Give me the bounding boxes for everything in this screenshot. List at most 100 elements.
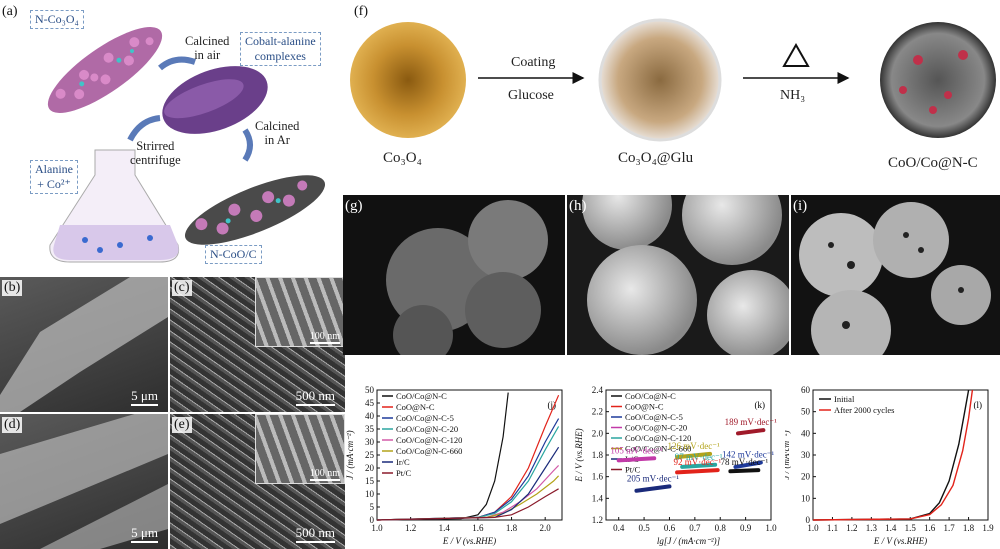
series-line bbox=[376, 488, 559, 521]
alanine-label: Alanine + Co²⁺ bbox=[30, 160, 78, 194]
stirred-text: Strirred centrifuge bbox=[130, 139, 181, 167]
y-tick-label: 45 bbox=[365, 398, 375, 408]
tafel-slope-label: 105 mV·dec⁻¹ bbox=[610, 445, 662, 455]
y-tick-label: 0 bbox=[806, 515, 811, 525]
y-tick-label: 20 bbox=[801, 472, 811, 482]
inset-scale-bar-c: 100 nm bbox=[309, 331, 340, 344]
x-tick-label: 1.0 bbox=[765, 523, 777, 533]
x-tick-label: 0.7 bbox=[689, 523, 701, 533]
y-tick-label: 0 bbox=[370, 515, 375, 525]
chart-l: 1.0 1.1 1.2 1.3 1.4 1.5 1.6 1.7 1.8 1.9 0 10 20 30 40 5… bbox=[785, 385, 994, 546]
x-tick-label: 1.4 bbox=[885, 523, 897, 533]
y-tick-label: 1.6 bbox=[592, 472, 604, 482]
nh3-text: NH₃ bbox=[780, 88, 806, 103]
panel-i-label: (i) bbox=[793, 198, 808, 214]
legend-entry: CoO/Co@N-C-20 bbox=[396, 424, 458, 434]
x-tick-label: 0.9 bbox=[740, 523, 752, 533]
legend-entry: CoO/Co@N-C-660 bbox=[625, 444, 691, 454]
legend-entry: CoO/Co@N-C bbox=[396, 391, 447, 401]
tafel-slope-label: 97 mV·dec⁻¹ bbox=[675, 452, 723, 462]
y-tick-label: 30 bbox=[801, 450, 811, 460]
scale-bar-e: 500 nm bbox=[295, 525, 335, 543]
legend-entry: CoO/Co@N-C-660 bbox=[396, 446, 462, 456]
x-axis-label: E / V (vs.RHE) bbox=[442, 536, 496, 546]
y-tick-label: 40 bbox=[801, 428, 811, 438]
y-tick-label: 10 bbox=[801, 493, 811, 503]
y-tick-label: 1.4 bbox=[592, 493, 604, 503]
y-tick-label: 2.0 bbox=[592, 428, 604, 438]
tafel-line bbox=[675, 451, 713, 460]
co3o4-text: Co₃O₄ bbox=[383, 150, 422, 166]
complexes-label: Cobalt-alanine complexes bbox=[240, 32, 321, 66]
panel-g: (g) bbox=[343, 195, 565, 355]
x-tick-label: 1.0 bbox=[807, 523, 819, 533]
tafel-slope-label: 142 mV·dec⁻¹ bbox=[722, 450, 774, 460]
panel-annotation: (l) bbox=[974, 400, 983, 410]
legend-entry: CoO/Co@N-C-120 bbox=[625, 433, 691, 443]
tafel-slope-label: 189 mV·dec⁻¹ bbox=[725, 417, 777, 427]
calcined-air-text: Calcined in air bbox=[185, 34, 230, 62]
legend-entry: CoO/Co@N-C-5 bbox=[396, 413, 454, 423]
x-tick-label: 1.4 bbox=[439, 523, 451, 533]
y-axis-label: E / V (vs.RHE) bbox=[574, 428, 584, 482]
n-co3o4-label: N-Co₃O₄ bbox=[30, 10, 84, 29]
x-tick-label: 0.5 bbox=[638, 523, 650, 533]
x-tick-label: 1.5 bbox=[905, 523, 917, 533]
x-tick-label: 1.0 bbox=[371, 523, 383, 533]
y-tick-label: 25 bbox=[365, 450, 375, 460]
coo-co-nc-text: CoO/Co@N-C bbox=[888, 155, 978, 171]
panel-h-label: (h) bbox=[569, 198, 587, 214]
co3o4-glu-text: Co₃O₄@Glu bbox=[618, 150, 694, 166]
y-tick-label: 40 bbox=[365, 411, 375, 421]
x-tick-label: 1.1 bbox=[827, 523, 838, 533]
panel-f-illustration bbox=[350, 18, 996, 142]
y-axis-label: J / (mA·cm⁻²) bbox=[345, 430, 355, 479]
tafel-line bbox=[634, 484, 672, 493]
chart-j: 1.0 1.2 1.4 1.6 1.8 2.0 0 5 10 15 20 25 30 35 40 45 50 E … bbox=[345, 385, 563, 546]
sem-inset-e: 100 nm bbox=[255, 414, 345, 484]
x-tick-label: 1.3 bbox=[866, 523, 878, 533]
legend-entry: Initial bbox=[834, 394, 855, 404]
legend-entry: Ir/C bbox=[396, 457, 410, 467]
x-tick-label: 1.8 bbox=[506, 523, 518, 533]
x-tick-label: 1.2 bbox=[405, 523, 416, 533]
sem-inset-c: 100 nm bbox=[255, 277, 345, 347]
scale-bar-d: 5 μm bbox=[131, 525, 158, 543]
tafel-line bbox=[736, 428, 766, 436]
sem-image-i bbox=[799, 202, 991, 355]
panel-h: (h) bbox=[567, 195, 789, 355]
panel-a-illustration bbox=[47, 27, 326, 263]
x-tick-label: 0.8 bbox=[715, 523, 727, 533]
y-tick-label: 1.2 bbox=[592, 515, 603, 525]
panel-e-label: (e) bbox=[172, 417, 192, 433]
panel-b-label: (b) bbox=[2, 280, 23, 296]
coating-text: Coating bbox=[511, 55, 556, 70]
tafel-line bbox=[728, 468, 761, 474]
x-axis-label: E / V (vs.RHE) bbox=[873, 536, 927, 546]
series-line bbox=[812, 389, 974, 521]
series-line bbox=[376, 475, 560, 521]
y-tick-label: 2.2 bbox=[592, 407, 603, 417]
y-tick-label: 2.4 bbox=[592, 385, 604, 395]
legend-entry: After 2000 cycles bbox=[834, 405, 894, 415]
panel-d-label: (d) bbox=[2, 417, 23, 433]
panel-g-label: (g) bbox=[345, 198, 363, 214]
legend-entry: CoO/Co@N-C-120 bbox=[396, 435, 462, 445]
panel-c-label: (c) bbox=[172, 280, 192, 296]
panel-a-label: (a) bbox=[2, 4, 18, 19]
tafel-line bbox=[675, 468, 720, 475]
panel-annotation: (k) bbox=[755, 400, 766, 410]
x-axis-label: lg[J / (mA·cm⁻²)] bbox=[657, 536, 721, 546]
panel-f: (f) Coating Glucose NH₃ Co₃O₄ Co₃O₄@Glu … bbox=[348, 0, 1000, 190]
legend-entry: CoO@N-C bbox=[396, 402, 435, 412]
tafel-line bbox=[733, 460, 763, 469]
y-tick-label: 30 bbox=[365, 437, 375, 447]
sem-image-b bbox=[0, 277, 168, 412]
tafel-slope-label: 92 mV·dec⁻¹ bbox=[674, 457, 722, 467]
legend-entry: Pt/C bbox=[625, 465, 640, 475]
scale-bar-c: 500 nm bbox=[295, 388, 335, 406]
sem-image-g bbox=[386, 200, 548, 355]
y-tick-label: 15 bbox=[365, 476, 375, 486]
glucose-text: Glucose bbox=[508, 88, 554, 103]
inset-scale-bar-e: 100 nm bbox=[309, 468, 340, 481]
